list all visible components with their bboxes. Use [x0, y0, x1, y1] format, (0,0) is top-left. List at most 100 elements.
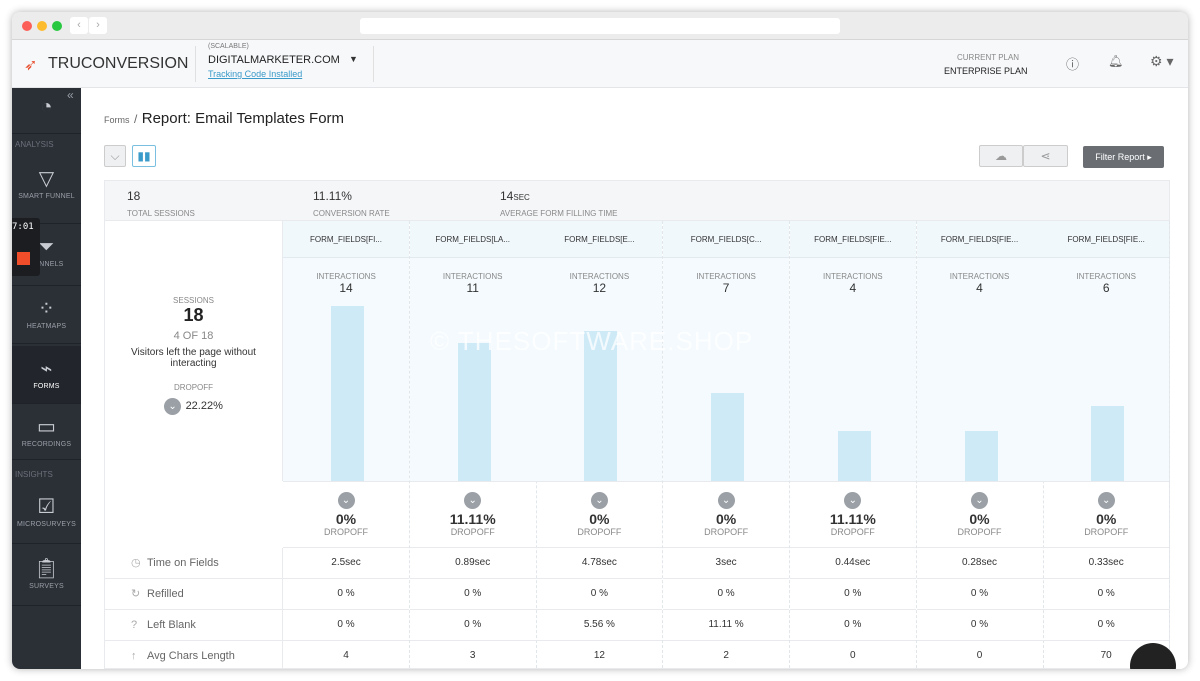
field-column: FORM_FIELDS[E... INTERACTIONS 12 ⌄ 0% DROP…: [536, 221, 664, 669]
field-name[interactable]: FORM_FIELDS[FIE...: [916, 221, 1043, 258]
field-column: FORM_FIELDS[LA... INTERACTIONS 11 ⌄ 11.11…: [409, 221, 537, 669]
sidebar-item-recordings[interactable]: ▭ RECORDINGS: [12, 404, 81, 460]
bell-icon[interactable]: 🔔︎: [1108, 54, 1124, 68]
plan-name: ENTERPRISE PLAN: [944, 66, 1028, 76]
interactions-bar[interactable]: [331, 306, 364, 481]
dropoff-cell: ⌄ 0% DROPOFF: [1043, 481, 1170, 548]
refilled: 0 %: [663, 579, 790, 610]
stat-total-sessions: 18 TOTAL SESSIONS: [127, 189, 195, 218]
avg-chars: 3: [410, 641, 536, 669]
browser-window: ‹ › ➶ TRUCONVERSION (SCALABLE) DIGITALMA…: [12, 12, 1188, 669]
row-icon: ↑: [131, 650, 137, 662]
time-on-field: 2.5sec: [283, 548, 409, 579]
breadcrumb-forms[interactable]: Forms: [104, 115, 130, 125]
address-bar[interactable]: [360, 18, 840, 34]
stop-icon[interactable]: [17, 252, 30, 265]
interactions-bar[interactable]: [711, 393, 745, 481]
field-name[interactable]: FORM_FIELDS[FIE...: [1043, 221, 1170, 258]
dropoff-cell: ⌄ 11.11% DROPOFF: [409, 481, 536, 548]
field-name[interactable]: FORM_FIELDS[LA...: [409, 221, 536, 258]
stat-avg-time: 14SEC AVERAGE FORM FILLING TIME: [500, 189, 618, 218]
sessions-count: 18: [183, 305, 204, 325]
dashboard-icon: ◔: [40, 96, 53, 118]
refilled: 0 %: [916, 579, 1043, 610]
info-icon[interactable]: ⓘ: [1066, 57, 1080, 72]
summary-dropoff: 22.22%: [185, 400, 223, 412]
interactions-chart-cell: INTERACTIONS 14: [283, 258, 409, 481]
interactions-chart-cell: INTERACTIONS 4: [916, 258, 1043, 481]
chevron-down-icon: ⌄: [844, 492, 862, 509]
collapse-icon[interactable]: «: [67, 88, 74, 102]
chevron-down-icon[interactable]: ▼: [349, 54, 358, 64]
gear-icon[interactable]: ⚙ ▾: [1150, 53, 1174, 69]
form-report-table: 18 TOTAL SESSIONS 11.11% CONVERSION RATE 1…: [104, 180, 1171, 669]
left-blank: 11.11 %: [663, 610, 790, 641]
site-selector[interactable]: DIGITALMARKETER.COM: [208, 54, 340, 66]
refilled: 0 %: [1043, 579, 1170, 610]
dropoff-cell: ⌄ 0% DROPOFF: [283, 481, 409, 548]
sidebar-item-microsurveys[interactable]: ☑ MICROSURVEYS: [12, 484, 81, 544]
funnel-icon: ⏷: [38, 236, 55, 258]
interactions-bar[interactable]: [584, 331, 618, 481]
maximize-dot[interactable]: [52, 21, 62, 31]
share-button[interactable]: ⋖: [1023, 145, 1068, 167]
browser-chrome: ‹ ›: [12, 12, 1188, 40]
refilled: 0 %: [536, 579, 663, 610]
interactions-bar[interactable]: [964, 431, 998, 481]
sidebar-item-smart-funnel[interactable]: ▽ SMART FUNNEL: [12, 166, 81, 224]
sidebar-item-surveys[interactable]: 📋︎ SURVEYS: [12, 546, 81, 606]
sidebar-item-funnels[interactable]: ⏷ FUNNELS: [12, 228, 81, 286]
section-analysis: ANALYSIS: [15, 140, 54, 149]
filter-report-button[interactable]: Filter Report ▸: [1083, 146, 1164, 168]
avg-chars: 0: [917, 641, 1043, 669]
sidebar-item-heatmaps[interactable]: ⁘ HEATMAPS: [12, 286, 81, 344]
page-title: Report: Email Templates Form: [141, 110, 345, 127]
dashboard-item[interactable]: ◔: [12, 96, 81, 134]
interactions-bar[interactable]: [1091, 406, 1125, 481]
clipboard-icon: 📋︎: [33, 558, 60, 580]
main-content: Forms / Report: Email Templates Form ⌵ ▮…: [82, 88, 1188, 669]
refilled: 0 %: [789, 579, 916, 610]
avg-chars: 12: [536, 641, 662, 669]
time-on-field: 4.78sec: [536, 548, 663, 579]
dropoff-cell: ⌄ 0% DROPOFF: [663, 481, 790, 548]
row-label: ◷ Time on Fields: [105, 548, 283, 579]
tracking-link[interactable]: Tracking Code Installed: [208, 69, 303, 79]
minimize-dot[interactable]: [37, 21, 47, 31]
sidebar-item-forms[interactable]: ⌁ FORMS: [12, 346, 81, 404]
dropoff-cell: ⌄ 11.11% DROPOFF: [789, 481, 916, 548]
recording-widget: 7:01: [12, 218, 40, 276]
breadcrumb: Forms / Report: Email Templates Form: [104, 110, 345, 127]
stats-bar: 18 TOTAL SESSIONS 11.11% CONVERSION RATE 1…: [105, 181, 1169, 221]
close-dot[interactable]: [22, 21, 32, 31]
field-name[interactable]: FORM_FIELDS[C...: [663, 221, 790, 258]
line-chart-toggle[interactable]: ⌵: [104, 145, 126, 167]
interactions-chart-cell: INTERACTIONS 11: [409, 258, 536, 481]
stat-conversion-rate: 11.11% CONVERSION RATE: [313, 189, 390, 218]
field-name[interactable]: FORM_FIELDS[FIE...: [789, 221, 916, 258]
avg-chars: 0: [790, 641, 916, 669]
bar-chart-toggle[interactable]: ▮▮: [132, 145, 156, 167]
download-button[interactable]: ☁: [979, 145, 1023, 167]
chevron-down-icon: ⌄: [590, 492, 608, 509]
left-blank: 0 %: [409, 610, 536, 641]
back-button[interactable]: ‹: [70, 17, 88, 34]
field-name[interactable]: FORM_FIELDS[FI...: [283, 221, 409, 258]
row-icon: ◷: [131, 557, 141, 569]
time-on-field: 0.89sec: [409, 548, 536, 579]
time-on-field: 3sec: [663, 548, 790, 579]
interactions-bar[interactable]: [457, 343, 491, 481]
dropoff-cell: ⌄ 0% DROPOFF: [536, 481, 663, 548]
brand[interactable]: TRUCONVERSION: [48, 55, 189, 72]
left-blank: 0 %: [283, 610, 409, 641]
time-on-field: 0.44sec: [789, 548, 916, 579]
avg-chars: 4: [283, 641, 409, 669]
camera-icon: ▭: [36, 416, 57, 438]
field-name[interactable]: FORM_FIELDS[E...: [536, 221, 663, 258]
row-icon: ?: [131, 619, 138, 631]
interactions-bar[interactable]: [837, 431, 871, 481]
chevron-down-icon: ⌄: [971, 492, 988, 509]
chevron-down-icon: ⌄: [464, 492, 482, 509]
forward-button[interactable]: ›: [89, 17, 107, 34]
row-icon: ↻: [131, 588, 141, 600]
